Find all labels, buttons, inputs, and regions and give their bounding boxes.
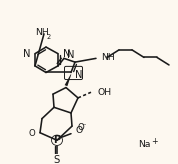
Text: N: N xyxy=(67,50,75,60)
Text: O: O xyxy=(28,129,35,138)
Text: Na: Na xyxy=(138,141,151,149)
Text: S: S xyxy=(54,155,60,164)
Text: P: P xyxy=(53,135,61,145)
Text: 2: 2 xyxy=(47,34,51,40)
Text: N: N xyxy=(75,70,82,80)
Text: +: + xyxy=(151,137,158,146)
Text: NH: NH xyxy=(35,28,49,37)
Text: O: O xyxy=(77,123,84,132)
Text: OH: OH xyxy=(97,88,111,97)
Text: ⁻: ⁻ xyxy=(81,123,85,132)
Text: O: O xyxy=(75,126,82,135)
Text: N: N xyxy=(22,49,30,59)
Text: N: N xyxy=(63,49,70,59)
Text: NH: NH xyxy=(101,53,115,62)
Polygon shape xyxy=(65,74,71,86)
